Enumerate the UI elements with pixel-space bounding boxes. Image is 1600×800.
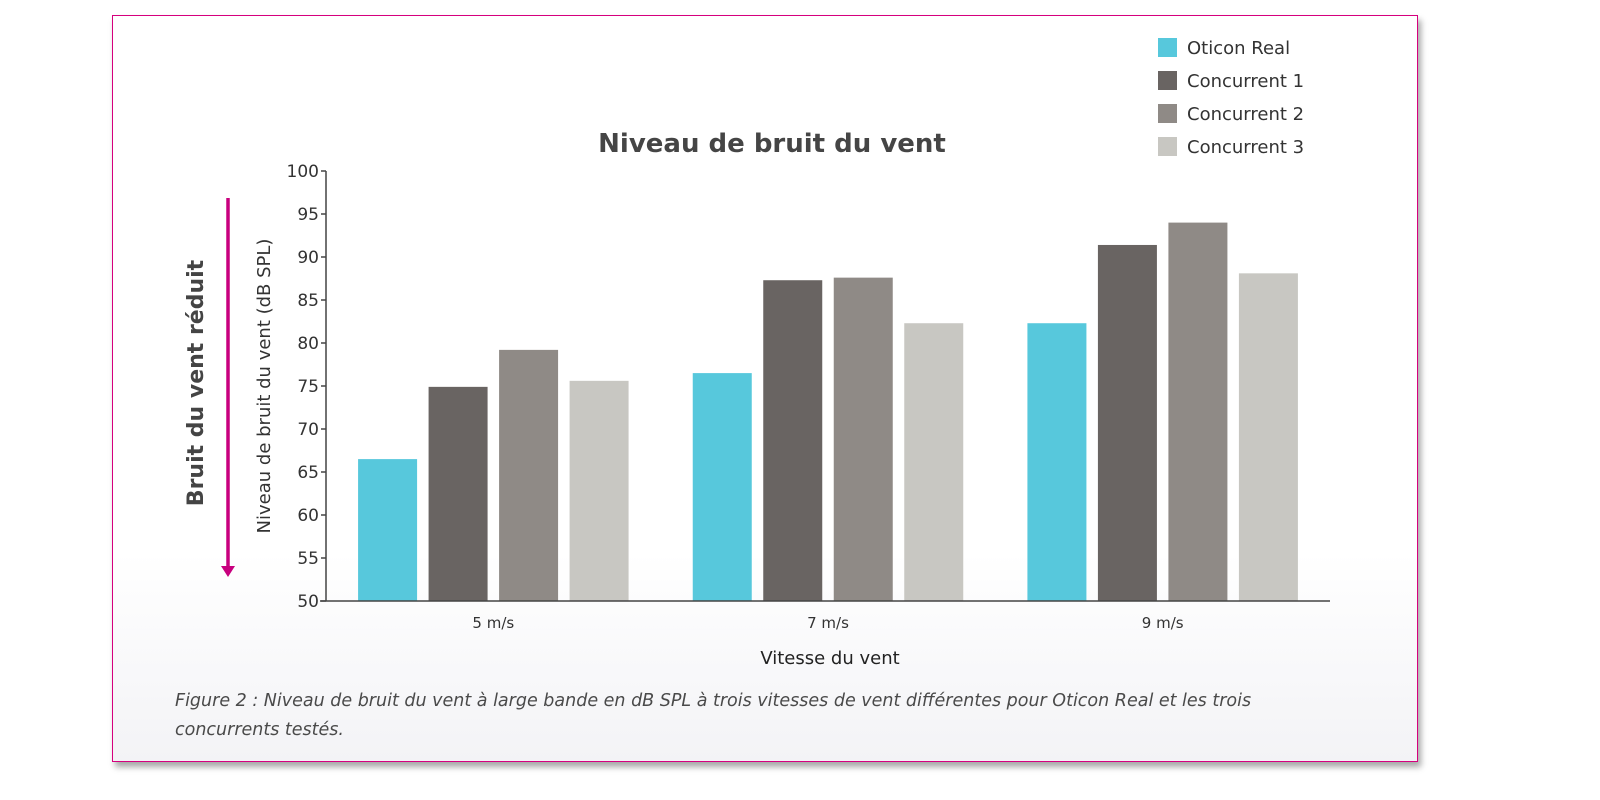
bar-concurrent-1-2 xyxy=(1097,244,1157,601)
bar-oticon-real-1 xyxy=(692,373,752,601)
bar-concurrent-2-2 xyxy=(1168,222,1228,601)
bar-concurrent-1-1 xyxy=(763,280,823,601)
bar-oticon-real-2 xyxy=(1027,323,1087,601)
y-tick-label: 100 xyxy=(287,162,319,182)
y-tick-label: 55 xyxy=(297,549,319,569)
legend-label: Concurrent 2 xyxy=(1187,104,1304,125)
down-arrow-icon xyxy=(221,566,235,577)
x-category-label: 7 m/s xyxy=(807,614,849,632)
bar-concurrent-3-0 xyxy=(569,380,629,601)
y-tick-label: 95 xyxy=(297,205,319,225)
legend: Oticon Real Concurrent 1 Concurrent 2 Concu… xyxy=(1158,38,1304,158)
y-tick-label: 75 xyxy=(297,377,319,397)
legend-label: Concurrent 3 xyxy=(1187,137,1304,158)
legend-label: Concurrent 1 xyxy=(1187,71,1304,92)
side-label: Bruit du vent réduit xyxy=(184,259,209,506)
chart-title: Niveau de bruit du vent xyxy=(598,129,946,159)
legend-label: Oticon Real xyxy=(1187,38,1290,59)
legend-swatch xyxy=(1158,71,1177,90)
bar-concurrent-2-1 xyxy=(833,277,893,601)
y-axis-label: Niveau de bruit du vent (dB SPL) xyxy=(254,239,275,534)
bar-concurrent-1-0 xyxy=(428,386,488,601)
x-category-label: 5 m/s xyxy=(472,614,514,632)
bar-concurrent-2-0 xyxy=(499,349,559,601)
y-tick-label: 50 xyxy=(297,592,319,612)
x-axis-categories: 5 m/s 7 m/s 9 m/s xyxy=(472,614,1183,632)
legend-swatch xyxy=(1158,104,1177,123)
y-tick-label: 65 xyxy=(297,463,319,483)
legend-swatch xyxy=(1158,38,1177,57)
x-category-label: 9 m/s xyxy=(1142,614,1184,632)
bars xyxy=(358,222,1298,601)
y-tick-label: 80 xyxy=(297,334,319,354)
x-axis-label: Vitesse du vent xyxy=(760,648,899,669)
figure-caption: Figure 2 : Niveau de bruit du vent à lar… xyxy=(175,691,1252,740)
legend-swatch xyxy=(1158,137,1177,156)
y-tick-label: 70 xyxy=(297,420,319,440)
bar-oticon-real-0 xyxy=(358,459,418,601)
y-tick-label: 60 xyxy=(297,506,319,526)
y-tick-label: 90 xyxy=(297,248,319,268)
bar-concurrent-3-2 xyxy=(1238,273,1298,601)
y-tick-label: 85 xyxy=(297,291,319,311)
y-axis-ticks: 100 95 90 85 80 75 70 65 60 55 50 xyxy=(287,162,326,612)
bar-concurrent-3-1 xyxy=(904,323,964,601)
side-annotation: Bruit du vent réduit xyxy=(184,198,235,577)
